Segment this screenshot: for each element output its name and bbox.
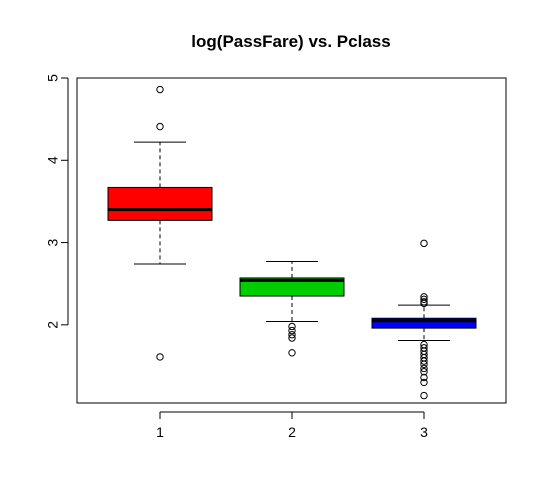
box-group-class-3: [371, 239, 477, 400]
outlier-point: [420, 368, 428, 376]
outlier-point: [288, 349, 296, 357]
x-tick-label: 2: [288, 424, 296, 440]
boxes: [107, 85, 477, 400]
y-tick-label: 5: [45, 74, 61, 82]
iqr-box: [107, 186, 213, 221]
outlier-point: [156, 85, 164, 94]
x-axis: 1 2 3: [156, 411, 428, 440]
outlier-point: [420, 391, 428, 400]
y-tick-label: 2: [45, 321, 61, 329]
outlier-point: [288, 331, 296, 339]
box-group-class-1: [107, 85, 213, 361]
outlier-point: [420, 360, 428, 369]
box-group-class-2: [239, 260, 345, 357]
outlier-point: [288, 326, 296, 335]
outlier-point: [420, 239, 428, 248]
plot-frame: [76, 77, 507, 404]
outlier-point: [420, 299, 428, 308]
outlier-point: [420, 378, 428, 387]
x-tick-label: 3: [420, 424, 428, 440]
outlier-point: [156, 122, 164, 131]
outlier-point: [420, 295, 428, 304]
outlier-point: [420, 373, 428, 382]
x-tick-label: 1: [156, 424, 164, 440]
outlier-point: [288, 322, 296, 331]
outlier-point: [420, 357, 428, 365]
outlier-point: [288, 334, 296, 342]
iqr-box: [239, 277, 345, 297]
y-tick-label: 3: [45, 238, 61, 246]
outlier-point: [156, 353, 164, 361]
y-axis: 2 3 4 5: [45, 74, 69, 329]
outlier-point: [420, 364, 428, 373]
y-tick-label: 4: [45, 156, 61, 164]
iqr-box: [371, 317, 477, 329]
chart-title: log(PassFare) vs. Pclass: [191, 32, 390, 51]
